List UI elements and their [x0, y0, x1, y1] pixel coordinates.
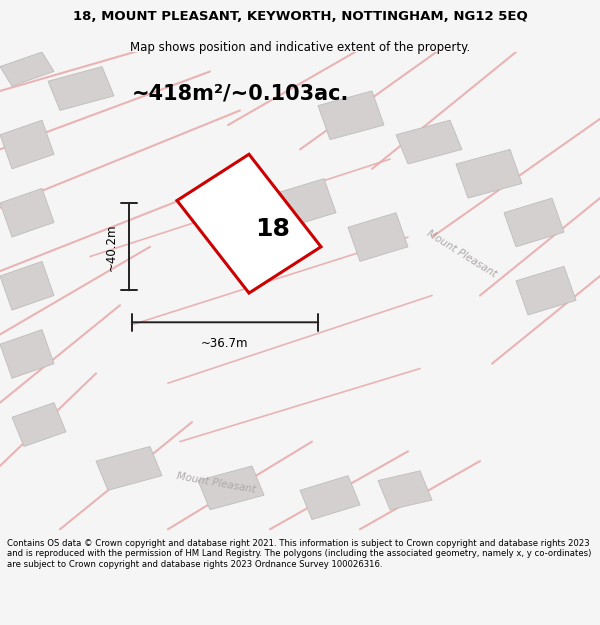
- Polygon shape: [48, 67, 114, 111]
- Polygon shape: [0, 120, 54, 169]
- Text: Contains OS data © Crown copyright and database right 2021. This information is : Contains OS data © Crown copyright and d…: [7, 539, 592, 569]
- Polygon shape: [0, 188, 54, 237]
- Polygon shape: [198, 466, 264, 510]
- Polygon shape: [378, 471, 432, 510]
- Text: ~36.7m: ~36.7m: [201, 337, 249, 350]
- Polygon shape: [348, 213, 408, 261]
- Polygon shape: [396, 120, 462, 164]
- Polygon shape: [0, 261, 54, 310]
- Polygon shape: [0, 52, 54, 86]
- Text: ~40.2m: ~40.2m: [105, 223, 118, 271]
- Text: Mount Pleasant: Mount Pleasant: [176, 471, 256, 495]
- Text: 18: 18: [256, 216, 290, 241]
- Polygon shape: [96, 446, 162, 490]
- Text: Mount Pleasant: Mount Pleasant: [425, 229, 499, 279]
- Polygon shape: [504, 198, 564, 247]
- Text: ~418m²/~0.103ac.: ~418m²/~0.103ac.: [131, 84, 349, 104]
- Text: 18, MOUNT PLEASANT, KEYWORTH, NOTTINGHAM, NG12 5EQ: 18, MOUNT PLEASANT, KEYWORTH, NOTTINGHAM…: [73, 11, 527, 23]
- Polygon shape: [300, 476, 360, 519]
- Polygon shape: [0, 329, 54, 378]
- Polygon shape: [318, 91, 384, 139]
- Polygon shape: [177, 154, 321, 293]
- Polygon shape: [516, 266, 576, 315]
- Polygon shape: [276, 179, 336, 227]
- Text: Map shows position and indicative extent of the property.: Map shows position and indicative extent…: [130, 41, 470, 54]
- Polygon shape: [456, 149, 522, 198]
- Polygon shape: [12, 402, 66, 446]
